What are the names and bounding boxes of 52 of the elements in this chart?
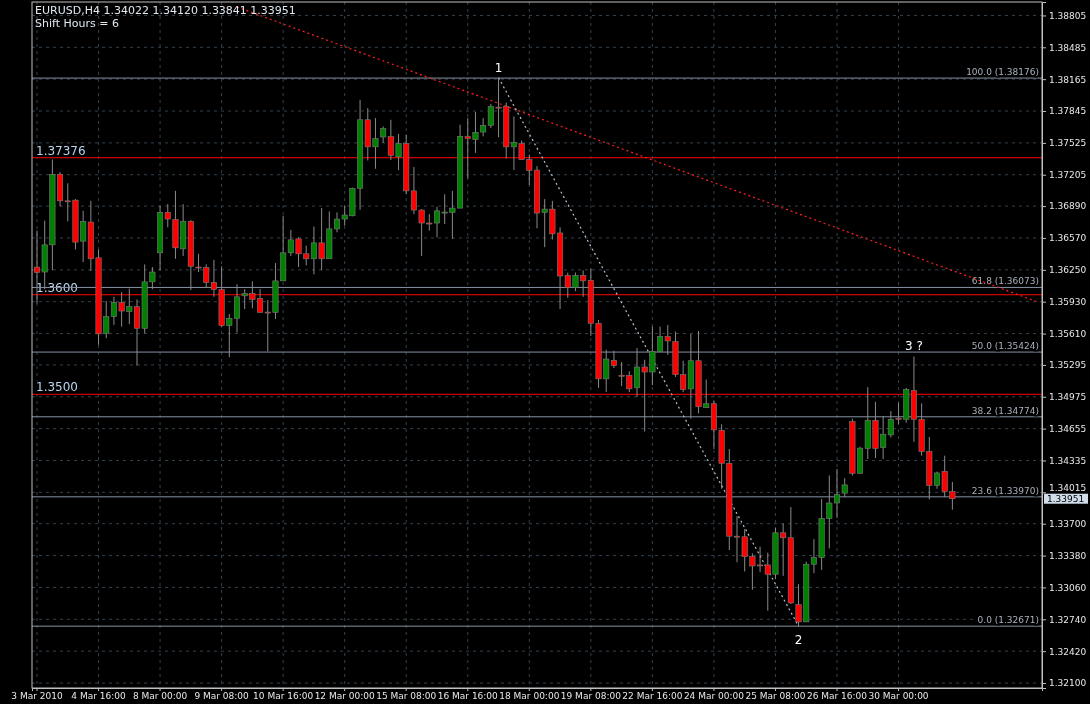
x-tick-label: 26 Mar 16:00 <box>806 691 868 702</box>
x-tick-label: 4 Mar 16:00 <box>71 691 126 702</box>
ref-line-label: 23.6 (1.33970) <box>971 485 1039 496</box>
y-tick-label: 1.35930 <box>1049 297 1087 308</box>
y-tick-label: 1.33060 <box>1049 582 1087 593</box>
x-tick-label: 30 Mar 00:00 <box>868 691 929 702</box>
y-tick-label: 1.32740 <box>1049 614 1087 625</box>
y-tick-label: 1.34335 <box>1049 455 1087 466</box>
ref-line-label: 0.0 (1.32671) <box>977 615 1039 626</box>
x-tick-label: 24 Mar 00:00 <box>683 691 745 702</box>
ref-line-label: 100.0 (1.38176) <box>966 67 1039 78</box>
y-tick-label: 1.33380 <box>1049 550 1087 561</box>
y-tick-label: 1.36570 <box>1049 233 1087 244</box>
y-tick-label: 1.38165 <box>1049 74 1087 85</box>
y-tick-label: 1.37845 <box>1049 106 1087 117</box>
text: 1.33951 <box>1047 493 1085 504</box>
annotation: 1 <box>494 61 503 76</box>
ref-line-label: 1.3500 <box>36 380 78 395</box>
annotation: 2 <box>794 633 803 648</box>
y-tick-label: 1.32420 <box>1049 646 1087 657</box>
ref-line-label: 50.0 (1.35424) <box>971 341 1039 352</box>
x-tick-label: 15 Mar 08:00 <box>376 691 437 702</box>
y-tick-label: 1.34015 <box>1049 483 1087 494</box>
y-tick-label: 1.33700 <box>1049 519 1087 530</box>
y-tick-label: 1.32100 <box>1049 678 1087 689</box>
y-tick-label: 1.34975 <box>1049 392 1087 403</box>
x-tick-label: 19 Mar 08:00 <box>560 691 622 702</box>
x-tick-label: 3 Mar 2010 <box>11 691 63 702</box>
candlestick <box>841 477 848 498</box>
y-tick-label: 1.38485 <box>1049 42 1087 53</box>
ref-line-label: 38.2 (1.34774) <box>971 405 1039 416</box>
x-tick-label: 22 Mar 16:00 <box>622 691 683 702</box>
x-tick-label: 9 Mar 08:00 <box>194 691 250 702</box>
x-tick-label: 18 Mar 00:00 <box>499 691 560 702</box>
chart-title: EURUSD,H4 1.34022 1.34120 1.33841 1.33951 <box>35 4 296 17</box>
x-tick-label: 12 Mar 00:00 <box>314 691 376 702</box>
y-tick-label: 1.36890 <box>1049 201 1087 212</box>
x-tick-label: 25 Mar 08:00 <box>745 691 806 702</box>
ref-line-label: 61.8 (1.36073) <box>971 276 1039 287</box>
annotation: 3 ? <box>905 339 923 354</box>
y-tick-label: 1.34655 <box>1049 424 1087 435</box>
text: Shift Hours = 6 <box>35 17 119 30</box>
y-tick-label: 1.37525 <box>1049 138 1087 149</box>
x-tick-label: 10 Mar 16:00 <box>253 691 314 702</box>
x-tick-label: 16 Mar 16:00 <box>437 691 499 702</box>
y-tick-label: 1.35610 <box>1049 328 1087 339</box>
y-tick-label: 1.38805 <box>1049 10 1087 21</box>
ref-line-label: 1.37376 <box>36 143 86 158</box>
y-tick-label: 1.37205 <box>1049 170 1087 181</box>
y-tick-label: 1.36250 <box>1049 265 1087 276</box>
x-tick-label: 8 Mar 00:00 <box>132 691 188 702</box>
y-tick-label: 1.35295 <box>1049 360 1087 371</box>
